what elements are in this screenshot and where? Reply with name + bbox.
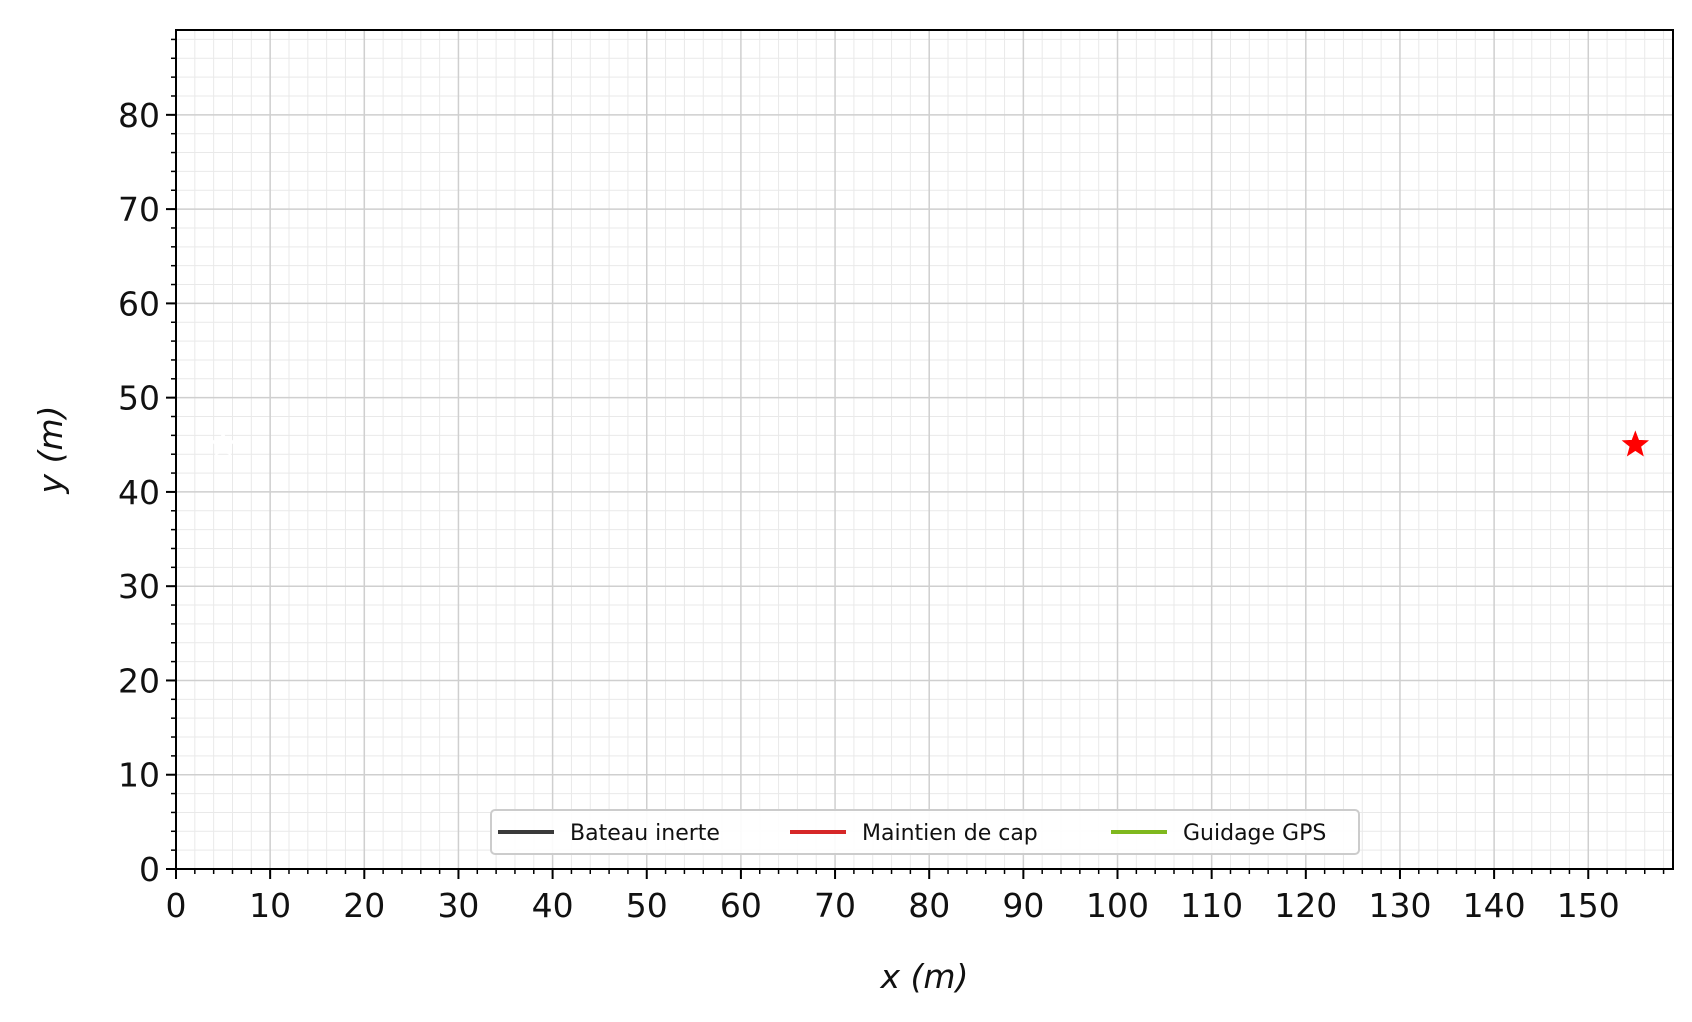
- y-axis-label: y (m): [31, 406, 70, 495]
- tick-labels: 0 10 20 30 40 50 60 70 80 90 100 110 120 130 140 150 0 10…: [118, 96, 1620, 925]
- x-tick-label: 110: [1180, 886, 1243, 925]
- target-marker: [1621, 430, 1650, 457]
- y-tick-label: 60: [118, 284, 160, 323]
- legend-label: Maintien de cap: [862, 821, 1038, 846]
- x-tick-label: 40: [532, 886, 574, 925]
- x-tick-label: 10: [249, 886, 291, 925]
- start-marker: [209, 430, 237, 457]
- y-tick-label: 70: [118, 190, 160, 229]
- y-tick-label: 30: [118, 567, 160, 606]
- major-grid: [175, 30, 1673, 870]
- y-tick-label: 20: [118, 661, 160, 700]
- x-tick-label: 60: [720, 886, 762, 925]
- x-tick-label: 150: [1557, 886, 1620, 925]
- x-tick-label: 0: [166, 886, 187, 925]
- legend-box: [490, 809, 1360, 855]
- axis-ticks: [166, 38, 1665, 879]
- legend: Bateau inerte Maintien de cap Guidage GPS: [490, 809, 1360, 855]
- y-tick-label: 50: [118, 379, 160, 418]
- x-tick-label: 120: [1274, 886, 1337, 925]
- markers-layer: [209, 430, 1650, 457]
- x-tick-label: 30: [437, 886, 479, 925]
- legend-label: Guidage GPS: [1183, 821, 1326, 846]
- y-tick-label: 40: [118, 473, 160, 512]
- x-tick-label: 100: [1086, 886, 1149, 925]
- y-tick-label: 0: [139, 850, 160, 889]
- x-axis-label: x (m): [880, 957, 969, 996]
- x-tick-label: 80: [908, 886, 950, 925]
- x-tick-label: 70: [814, 886, 856, 925]
- legend-label: Bateau inerte: [570, 821, 720, 846]
- plot-frame: [175, 29, 1674, 870]
- x-tick-label: 130: [1368, 886, 1431, 925]
- x-tick-label: 20: [343, 886, 385, 925]
- x-tick-label: 50: [626, 886, 668, 925]
- y-tick-label: 10: [118, 756, 160, 795]
- x-tick-label: 140: [1463, 886, 1526, 925]
- x-tick-label: 90: [1002, 886, 1044, 925]
- y-tick-label: 80: [118, 96, 160, 135]
